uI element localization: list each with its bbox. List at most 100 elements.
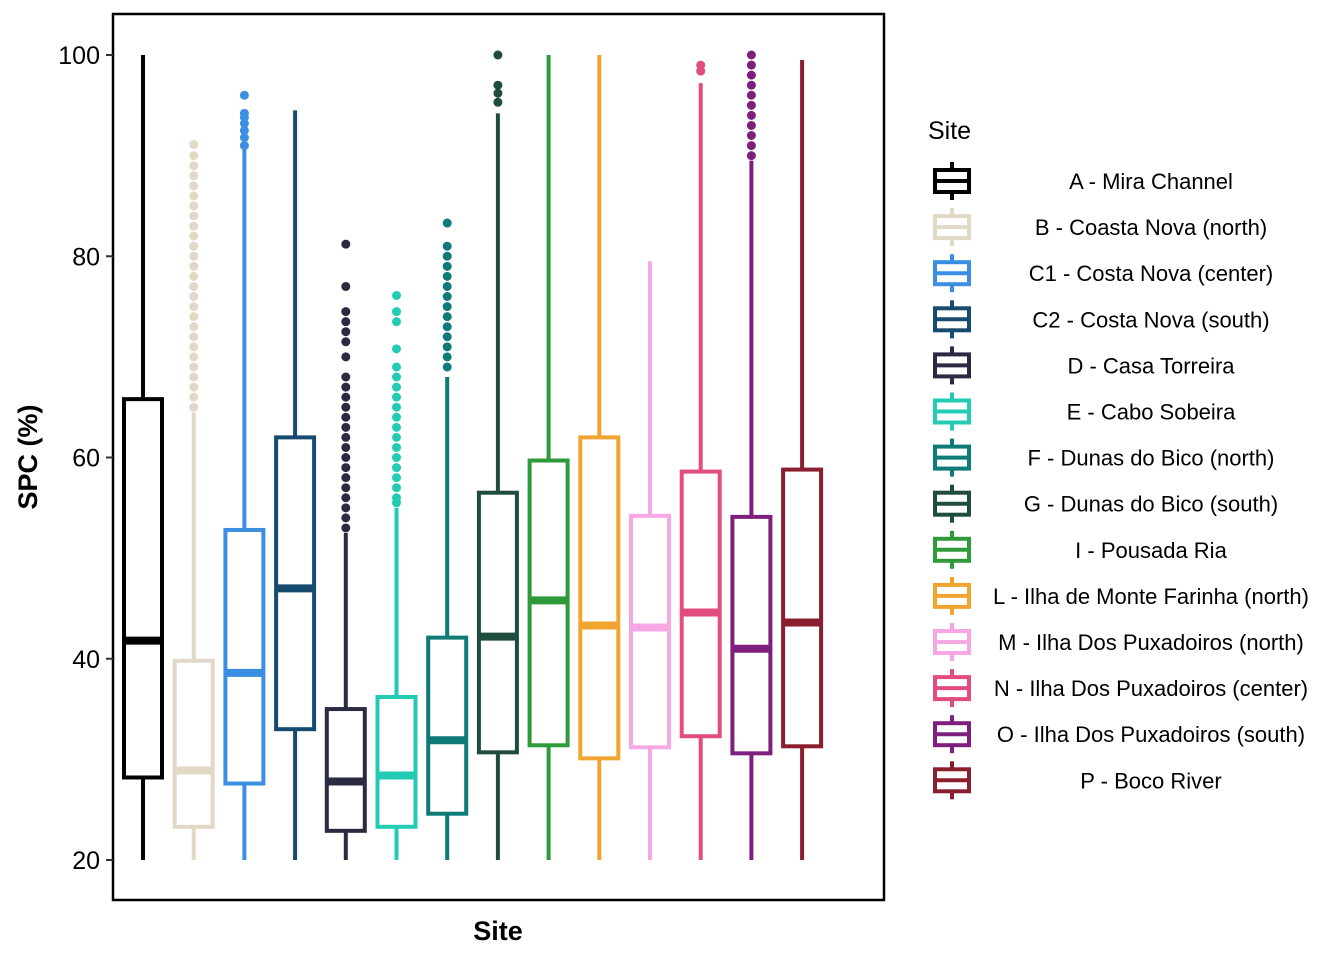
box-5 — [324, 239, 367, 860]
outlier-point — [341, 513, 351, 523]
outlier-point — [341, 493, 351, 503]
box-7 — [426, 218, 469, 860]
outlier-point — [746, 110, 756, 120]
outlier-point — [442, 302, 452, 312]
box-2 — [172, 140, 215, 860]
iqr-box — [172, 658, 215, 829]
outlier-point — [392, 382, 401, 392]
box-12 — [679, 60, 722, 860]
legend-title: Site — [928, 117, 971, 145]
outlier-point — [341, 422, 351, 432]
y-axis-title: SPC (%) — [13, 404, 43, 509]
outlier-point — [189, 332, 199, 342]
outlier-point — [341, 392, 351, 402]
outlier-point — [341, 503, 351, 513]
legend-item: I - Pousada Ria — [933, 530, 1228, 569]
legend-item: F - Dunas do Bico (north) — [933, 438, 1275, 477]
outlier-point — [189, 372, 199, 382]
outlier-point — [746, 70, 756, 80]
outlier-point — [341, 337, 351, 347]
outlier-point — [392, 483, 401, 493]
box-3 — [223, 90, 266, 860]
outlier-point — [341, 382, 351, 392]
iqr-box — [629, 513, 671, 750]
outlier-point — [189, 161, 199, 171]
outlier-point — [392, 422, 401, 432]
outlier-point — [392, 432, 401, 442]
outlier-point — [189, 211, 199, 221]
outlier-point — [746, 100, 756, 110]
outlier-point — [189, 392, 199, 402]
outlier-point — [746, 60, 756, 70]
legend-item: C2 - Costa Nova (south) — [933, 300, 1270, 339]
box-10 — [578, 55, 621, 860]
iqr-box — [578, 435, 621, 761]
outlier-point — [239, 133, 249, 143]
legend-item: L - Ilha de Monte Farinha (north) — [933, 576, 1309, 615]
outlier-point — [442, 352, 452, 362]
y-tick-label: 80 — [72, 243, 100, 271]
outlier-point — [442, 362, 452, 372]
outlier-point — [442, 312, 452, 322]
legend-item: B - Coasta Nova (north) — [933, 208, 1267, 247]
outlier-point — [189, 382, 199, 392]
box-1 — [122, 55, 164, 860]
iqr-box — [781, 467, 824, 749]
outlier-point — [189, 281, 199, 291]
legend-item: M - Ilha Dos Puxadoiros (north) — [933, 623, 1304, 661]
box-4 — [274, 110, 317, 860]
outlier-point — [746, 120, 756, 130]
outlier-point — [341, 327, 351, 337]
outlier-point — [239, 90, 249, 100]
outlier-point — [341, 483, 351, 493]
outlier-point — [341, 317, 351, 327]
outlier-point — [189, 221, 199, 231]
outlier-point — [341, 523, 351, 533]
outlier-point — [341, 402, 351, 412]
legend-item: G - Dunas do Bico (south) — [933, 484, 1278, 523]
legend-item: P - Boco River — [933, 761, 1222, 800]
box-14 — [781, 60, 824, 860]
outlier-point — [189, 181, 199, 191]
x-axis-title: Site — [473, 916, 523, 946]
outlier-point — [189, 292, 199, 301]
outlier-point — [189, 402, 199, 412]
outlier-point — [341, 432, 351, 442]
outlier-point — [189, 201, 199, 211]
outlier-point — [189, 251, 199, 261]
plot-area — [122, 50, 824, 860]
legend-label: L - Ilha de Monte Farinha (north) — [993, 584, 1309, 609]
outlier-point — [189, 322, 199, 332]
outlier-point — [746, 90, 756, 100]
legend-label: I - Pousada Ria — [1075, 538, 1227, 563]
outlier-point — [442, 281, 452, 291]
outlier-point — [746, 141, 756, 151]
outlier-point — [341, 239, 351, 249]
iqr-box — [122, 397, 164, 780]
outlier-point — [746, 80, 756, 90]
outlier-point — [189, 342, 199, 352]
outlier-point — [189, 302, 199, 312]
outlier-point — [392, 442, 401, 452]
y-tick-label: 40 — [72, 646, 100, 674]
legend-item: D - Casa Torreira — [933, 346, 1235, 385]
outlier-point — [341, 453, 351, 462]
outlier-point — [392, 402, 401, 412]
outlier-point — [493, 97, 503, 107]
legend-label: D - Casa Torreira — [1067, 353, 1235, 378]
outlier-point — [341, 473, 351, 483]
legend-label: C2 - Costa Nova (south) — [1032, 307, 1269, 332]
outlier-point — [493, 50, 503, 60]
outlier-point — [392, 372, 401, 382]
outlier-point — [392, 463, 401, 473]
outlier-point — [392, 412, 401, 422]
iqr-box — [324, 707, 367, 833]
outlier-point — [392, 317, 401, 327]
legend-label: E - Cabo Sobeira — [1067, 400, 1237, 425]
outlier-point — [392, 473, 401, 483]
outlier-point — [341, 372, 351, 382]
legend-label: F - Dunas do Bico (north) — [1028, 446, 1275, 471]
outlier-point — [189, 261, 199, 271]
legend-item: O - Ilha Dos Puxadoiros (south) — [933, 715, 1305, 754]
y-axis: 20 40 60 80 100 — [58, 42, 113, 875]
